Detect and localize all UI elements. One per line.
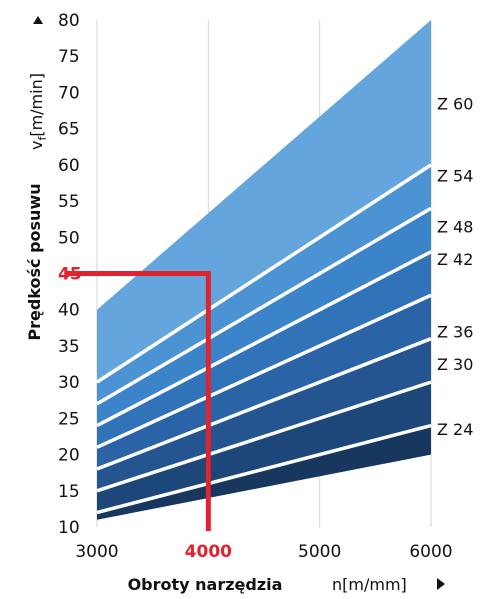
band-3 — [97, 338, 431, 491]
bands — [97, 20, 431, 520]
series-line-z36 — [96, 337, 432, 471]
series-line-z60 — [96, 163, 432, 384]
band-2 — [97, 382, 431, 513]
series-label-z42: Z 42 — [437, 250, 473, 269]
y-tick-50: 50 — [58, 228, 80, 248]
series-line-z24 — [96, 423, 432, 515]
y-axis-arrow-icon — [33, 16, 43, 24]
y-tick-20: 20 — [58, 446, 80, 466]
y-axis-title: Prędkość posuwu — [25, 183, 44, 340]
band-8 — [97, 20, 431, 383]
band-1 — [97, 425, 431, 520]
series-line-z48 — [96, 250, 432, 428]
y-tick-65: 65 — [58, 120, 80, 140]
series-label-z36: Z 36 — [437, 322, 473, 341]
series-label-z54: Z 54 — [437, 167, 473, 186]
series-labels: Z 24 Z 30 Z 36 Z 42 Z 48 Z 54 Z 60 — [437, 94, 473, 439]
y-tick-40: 40 — [58, 301, 80, 321]
x-tick-labels: 3000 4000 5000 6000 — [75, 542, 452, 562]
x-tick-4000: 4000 — [185, 542, 232, 562]
x-axis-unit: n[m/mm] — [332, 575, 407, 594]
y-tick-75: 75 — [58, 47, 80, 67]
band-4 — [97, 295, 431, 470]
highlight-lines — [67, 271, 211, 531]
x-axis-arrow-icon — [437, 578, 445, 590]
band-5 — [97, 251, 431, 448]
series-line-z42 — [96, 293, 432, 449]
highlight-line — [67, 271, 211, 531]
series-lines — [96, 163, 432, 515]
y-tick-80: 80 — [58, 11, 80, 31]
band-6 — [97, 208, 431, 426]
y-tick-25: 25 — [58, 409, 80, 429]
x-tick-6000: 6000 — [409, 542, 452, 562]
y-tick-45: 45 — [58, 265, 82, 285]
y-tick-70: 70 — [58, 83, 80, 103]
y-tick-10: 10 — [58, 518, 80, 538]
y-tick-55: 55 — [58, 192, 80, 212]
series-line-z30 — [96, 380, 432, 493]
x-tick-3000: 3000 — [75, 542, 118, 562]
band-7 — [97, 164, 431, 404]
y-tick-30: 30 — [58, 373, 80, 393]
series-label-z60: Z 60 — [437, 94, 473, 113]
y-tick-60: 60 — [58, 156, 80, 176]
series-label-z48: Z 48 — [437, 217, 473, 236]
series-line-z54 — [96, 206, 432, 406]
y-tick-35: 35 — [58, 337, 80, 357]
y-tick-labels: 10 15 20 25 30 35 40 45 50 55 60 65 70 75 80 — [58, 11, 82, 538]
y-tick-15: 15 — [58, 482, 80, 502]
series-label-z24: Z 24 — [437, 420, 473, 439]
x-axis-title: Obroty narzędzia — [128, 575, 283, 594]
x-tick-5000: 5000 — [298, 542, 341, 562]
y-axis-unit: vf[m/min] — [27, 73, 49, 150]
series-label-z30: Z 30 — [437, 355, 473, 374]
